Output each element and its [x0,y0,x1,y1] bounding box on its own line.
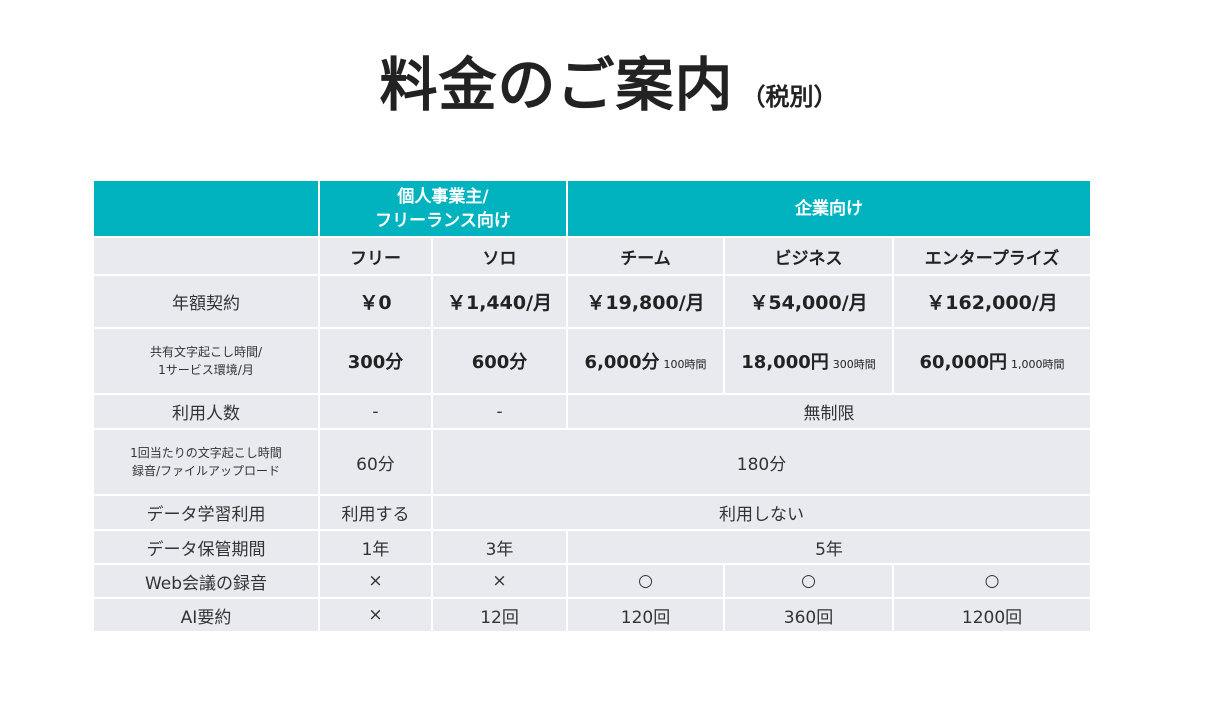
row-label-data-storage: データ保管期間 [92,529,320,565]
storage-free: 1年 [318,529,433,565]
learning-paid: 利用しない [430,494,1093,531]
plan-business: ビジネス [723,236,895,276]
storage-enterprise: 5年 [566,529,1093,565]
row-label-data-learning: データ学習利用 [92,494,320,531]
row-label-ai-summary: AI要約 [92,597,320,633]
minutes-free: 300分 [318,327,433,395]
web-business: ○ [723,563,895,599]
per-call-paid: 180分 [430,428,1093,496]
web-free: × [318,563,433,599]
web-solo: × [430,563,569,599]
web-recording-row: Web会議の録音 × × ○ ○ ○ [92,563,1093,599]
group-enterprise: 企業向け [566,179,1093,238]
minutes-business: 18,000円 300時間 [723,327,895,395]
storage-solo: 3年 [430,529,569,565]
plan-free: フリー [318,236,433,276]
ai-free: × [318,597,433,633]
users-row: 利用人数 - - 無制限 [92,393,1093,430]
page-title: 料金のご案内 （税別） [0,38,1217,122]
row-label-shared-minutes: 共有文字起こし時間/ 1サービス環境/月 [92,327,320,395]
price-solo: ￥1,440/月 [430,274,569,329]
minutes-solo: 600分 [430,327,569,395]
plan-enterprise: エンタープライズ [892,236,1093,276]
shared-minutes-row: 共有文字起こし時間/ 1サービス環境/月 300分 600分 6,000分 100… [92,327,1093,395]
price-free: ￥0 [318,274,433,329]
row-label-per-call: 1回当たりの文字起こし時間 録音/ファイルアップロード [92,428,320,496]
minutes-value: 60,000円 [919,352,1007,373]
plan-solo: ソロ [430,236,569,276]
web-team: ○ [566,563,726,599]
plan-names-row: フリー ソロ チーム ビジネス エンタープライズ [92,236,1093,276]
title-sub: （税別） [741,83,838,111]
minutes-enterprise: 60,000円 1,000時間 [892,327,1093,395]
data-learning-row: データ学習利用 利用する 利用しない [92,494,1093,531]
price-team: ￥19,800/月 [566,274,726,329]
row-label-web-recording: Web会議の録音 [92,563,320,599]
ai-summary-row: AI要約 × 12回 120回 360回 1200回 [92,597,1093,633]
header-empty-cell [92,179,320,238]
users-enterprise: 無制限 [566,393,1093,430]
minutes-value: 18,000円 [741,352,829,373]
ai-solo: 12回 [430,597,569,633]
row-label-annual: 年額契約 [92,274,320,329]
minutes-note: 100時間 [663,358,707,371]
data-storage-row: データ保管期間 1年 3年 5年 [92,529,1093,565]
minutes-note: 1,000時間 [1011,358,1065,371]
minutes-note: 300時間 [832,358,876,371]
ai-team: 120回 [566,597,726,633]
ai-enterprise: 1200回 [892,597,1093,633]
pricing-table: 個人事業主/ フリーランス向け 企業向け フリー ソロ チーム ビジネス エンタ… [92,179,1093,633]
minutes-team: 6,000分 100時間 [566,327,726,395]
users-solo: - [430,393,569,430]
price-business: ￥54,000/月 [723,274,895,329]
plan-empty-cell [92,236,320,276]
per-call-free: 60分 [318,428,433,496]
ai-business: 360回 [723,597,895,633]
plan-team: チーム [566,236,726,276]
title-main: 料金のご案内 [379,51,734,119]
row-label-users: 利用人数 [92,393,320,430]
header-row: 個人事業主/ フリーランス向け 企業向け [92,179,1093,238]
group-individual: 個人事業主/ フリーランス向け [317,179,569,238]
learning-free: 利用する [318,494,433,531]
per-call-row: 1回当たりの文字起こし時間 録音/ファイルアップロード 60分 180分 [92,428,1093,496]
users-free: - [318,393,433,430]
price-enterprise: ￥162,000/月 [892,274,1093,329]
minutes-value: 600分 [471,352,528,373]
minutes-value: 300分 [347,352,404,373]
annual-row: 年額契約 ￥0 ￥1,440/月 ￥19,800/月 ￥54,000/月 ￥16… [92,274,1093,329]
minutes-value: 6,000分 [584,352,660,373]
web-enterprise: ○ [892,563,1093,599]
